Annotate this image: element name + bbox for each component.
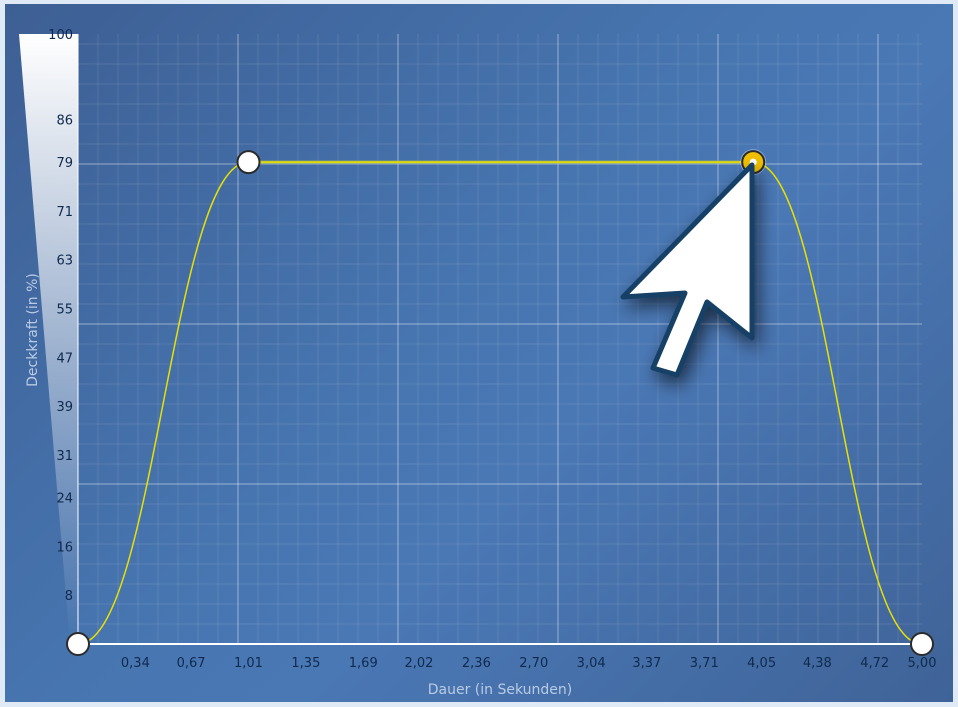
x-tick-label: 5,00: [908, 656, 937, 671]
x-tick-label: 2,02: [404, 656, 433, 671]
x-axis-label: Dauer (in Sekunden): [428, 682, 572, 698]
x-tick-label: 3,04: [577, 656, 606, 671]
keyframe-handle[interactable]: [236, 150, 261, 175]
x-tick-label: 0,34: [121, 656, 150, 671]
x-tick-label: 3,71: [690, 656, 719, 671]
opacity-curve: [77, 161, 923, 645]
mouse-cursor-icon: [620, 162, 755, 378]
x-tick-label: 3,37: [632, 656, 661, 671]
x-tick-label: 4,05: [747, 656, 776, 671]
x-tick-label: 4,38: [803, 656, 832, 671]
y-tick-label: 63: [56, 254, 73, 269]
y-tick-label: 16: [56, 540, 73, 555]
x-tick-label: 1,35: [291, 656, 320, 671]
y-tick-label: 47: [56, 351, 73, 366]
y-axis-label: Deckkraft (in %): [25, 273, 41, 387]
y-tick-label: 55: [56, 303, 73, 318]
keyframe-handle[interactable]: [66, 632, 90, 656]
y-tick-label: 24: [56, 492, 73, 507]
x-tick-label: 1,01: [234, 656, 263, 671]
x-tick-label: 1,69: [349, 656, 378, 671]
y-tick-label: 79: [56, 156, 73, 171]
y-tick-label: 86: [56, 113, 73, 128]
opacity-wedge: [19, 34, 78, 644]
y-tick-label: 100: [48, 28, 73, 43]
grid: [78, 34, 922, 644]
y-tick-label: 39: [56, 400, 73, 415]
x-tick-label: 2,70: [519, 656, 548, 671]
y-tick-label: 71: [56, 205, 73, 220]
x-tick-label: 0,67: [177, 656, 206, 671]
x-tick-label: 2,36: [462, 656, 491, 671]
y-tick-label: 8: [65, 589, 73, 604]
chart-panel: [5, 4, 953, 702]
y-tick-label: 31: [56, 449, 73, 464]
keyframe-handle[interactable]: [910, 632, 934, 656]
x-tick-label: 4,72: [860, 656, 889, 671]
